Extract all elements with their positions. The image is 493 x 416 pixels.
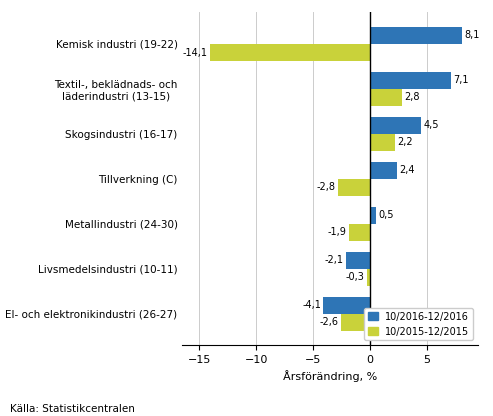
Bar: [323, 297, 370, 314]
Text: -2,6: -2,6: [319, 317, 338, 327]
Text: -14,1: -14,1: [182, 47, 208, 57]
Bar: [370, 162, 397, 179]
Bar: [341, 314, 370, 331]
Text: Källa: Statistikcentralen: Källa: Statistikcentralen: [10, 404, 135, 414]
Text: -0,3: -0,3: [346, 272, 364, 282]
Bar: [370, 89, 402, 106]
Text: -1,9: -1,9: [327, 228, 346, 238]
Text: -2,8: -2,8: [317, 183, 336, 193]
Text: 7,1: 7,1: [453, 75, 469, 85]
Text: -4,1: -4,1: [302, 300, 321, 310]
Text: -2,1: -2,1: [325, 255, 344, 265]
Bar: [370, 72, 451, 89]
Text: 4,5: 4,5: [423, 120, 439, 130]
Bar: [370, 117, 422, 134]
Bar: [346, 252, 370, 269]
Bar: [367, 269, 370, 286]
Text: 0,5: 0,5: [378, 210, 393, 220]
Text: 2,4: 2,4: [400, 165, 415, 175]
Bar: [210, 44, 370, 61]
Text: 8,1: 8,1: [464, 30, 480, 40]
Bar: [370, 134, 395, 151]
Bar: [370, 27, 462, 44]
Bar: [349, 224, 370, 241]
Bar: [370, 207, 376, 224]
Text: 2,2: 2,2: [397, 137, 413, 147]
Legend: 10/2016-12/2016, 10/2015-12/2015: 10/2016-12/2016, 10/2015-12/2015: [364, 308, 473, 340]
X-axis label: Årsförändring, %: Årsförändring, %: [283, 371, 378, 382]
Text: 2,8: 2,8: [404, 92, 420, 102]
Bar: [338, 179, 370, 196]
